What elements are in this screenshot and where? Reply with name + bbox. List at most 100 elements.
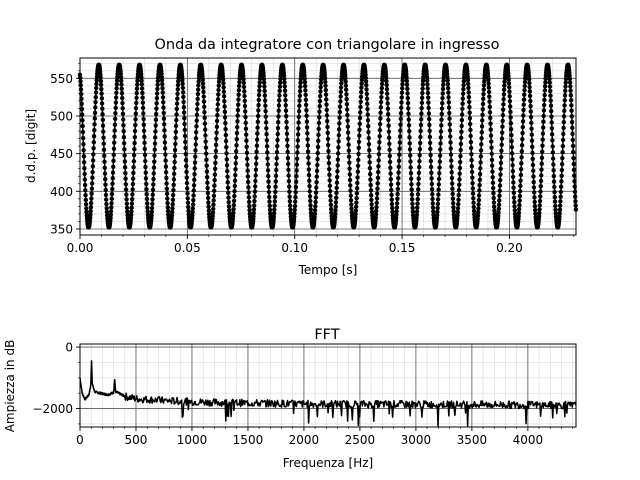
ddp-data-point [376,181,380,185]
ddp-data-point [509,121,513,125]
ddp-data-point [561,132,565,136]
ddp-data-point [378,122,382,126]
ddp-data-point [193,160,197,164]
ddp-data-point [476,202,480,206]
ddp-data-point [384,83,388,87]
ddp-data-point [140,91,144,95]
ddp-data-point [538,203,542,207]
time-plot-ylabel: d.d.p. [digit] [24,109,38,183]
ddp-data-point [396,187,400,191]
ddp-data-point [318,85,322,89]
ddp-data-point [101,129,105,133]
ddp-data-point [115,82,119,86]
ddp-data-point [519,155,523,159]
ddp-data-point [517,203,521,207]
ddp-data-point [244,132,248,136]
ddp-data-point [349,198,353,202]
ddp-data-point [234,149,238,153]
ddp-data-point [183,140,187,144]
ddp-data-point [491,196,495,200]
ddp-data-point [406,106,410,110]
ddp-data-point [409,165,413,169]
ddp-data-point [114,95,118,99]
ddp-data-point [408,159,412,163]
ddp-data-point [385,96,389,100]
ddp-data-point [122,141,126,145]
ddp-data-point [313,208,317,212]
ddp-data-point [569,103,573,107]
ddp-data-point [467,90,471,94]
ddp-data-point [348,172,352,176]
ddp-data-point [327,161,331,165]
ddp-data-point [204,152,208,156]
ddp-data-point [418,141,422,145]
ddp-data-point [553,195,557,199]
ddp-data-point [273,199,277,203]
ddp-data-point [519,161,523,165]
ddp-data-point [448,122,452,126]
ddp-data-point [195,97,199,101]
ddp-data-point [552,179,556,183]
ddp-data-point [283,84,287,88]
ddp-data-point [216,92,220,96]
ddp-data-point [558,195,562,199]
ddp-data-point [104,206,108,210]
ddp-data-point [416,192,420,196]
ddp-data-point [101,118,105,122]
ddp-data-point [375,196,379,200]
ddp-data-point [222,99,226,103]
ddp-data-point [501,102,505,106]
ddp-data-point [481,97,485,101]
ddp-data-point [205,186,209,190]
ddp-data-point [242,89,246,93]
ddp-data-point [274,179,278,183]
ddp-data-point [376,164,380,168]
ddp-data-point [113,117,117,121]
ddp-data-point [184,164,188,168]
ddp-data-point [183,134,187,138]
ddp-data-point [325,125,329,129]
ddp-data-point [437,182,441,186]
ddp-data-point [396,176,400,180]
ddp-data-point [145,192,149,196]
ddp-data-point [185,175,189,179]
ddp-data-point [529,121,533,125]
ddp-data-point [458,154,462,158]
ddp-data-point [478,172,482,176]
ddp-data-point [305,125,309,129]
ddp-data-point [145,205,149,209]
time-plot: Onda da integratore con triangolare in i… [24,37,578,277]
ddp-data-point [559,190,563,194]
ddp-data-point [478,160,482,164]
ddp-data-point [204,163,208,167]
ddp-data-point [390,202,394,206]
ddp-data-point [257,84,261,88]
ddp-data-point [202,110,206,114]
ddp-data-point [470,170,474,174]
ddp-data-point [140,82,144,86]
ddp-data-point [185,186,189,190]
ddp-data-point [262,81,266,85]
ddp-data-point [152,171,156,175]
ddp-data-point [406,101,410,105]
ddp-data-point [550,132,554,136]
ddp-data-point [139,78,143,82]
ddp-data-point [236,97,240,101]
ddp-data-point [181,86,185,90]
ddp-data-point [436,188,440,192]
ddp-data-point [191,198,195,202]
ddp-data-point [304,103,308,107]
ddp-data-point [104,197,108,201]
ddp-data-point [225,157,229,161]
ddp-data-point [380,86,384,90]
ddp-data-point [180,78,184,82]
ddp-data-point [130,197,134,201]
ddp-data-point [550,144,554,148]
ddp-data-point [295,150,299,154]
ddp-data-point [497,207,501,211]
ddp-data-point [316,145,320,149]
ddp-data-point [425,86,429,90]
ddp-data-point [285,150,289,154]
ddp-data-point [365,102,369,106]
ddp-data-point [396,170,400,174]
